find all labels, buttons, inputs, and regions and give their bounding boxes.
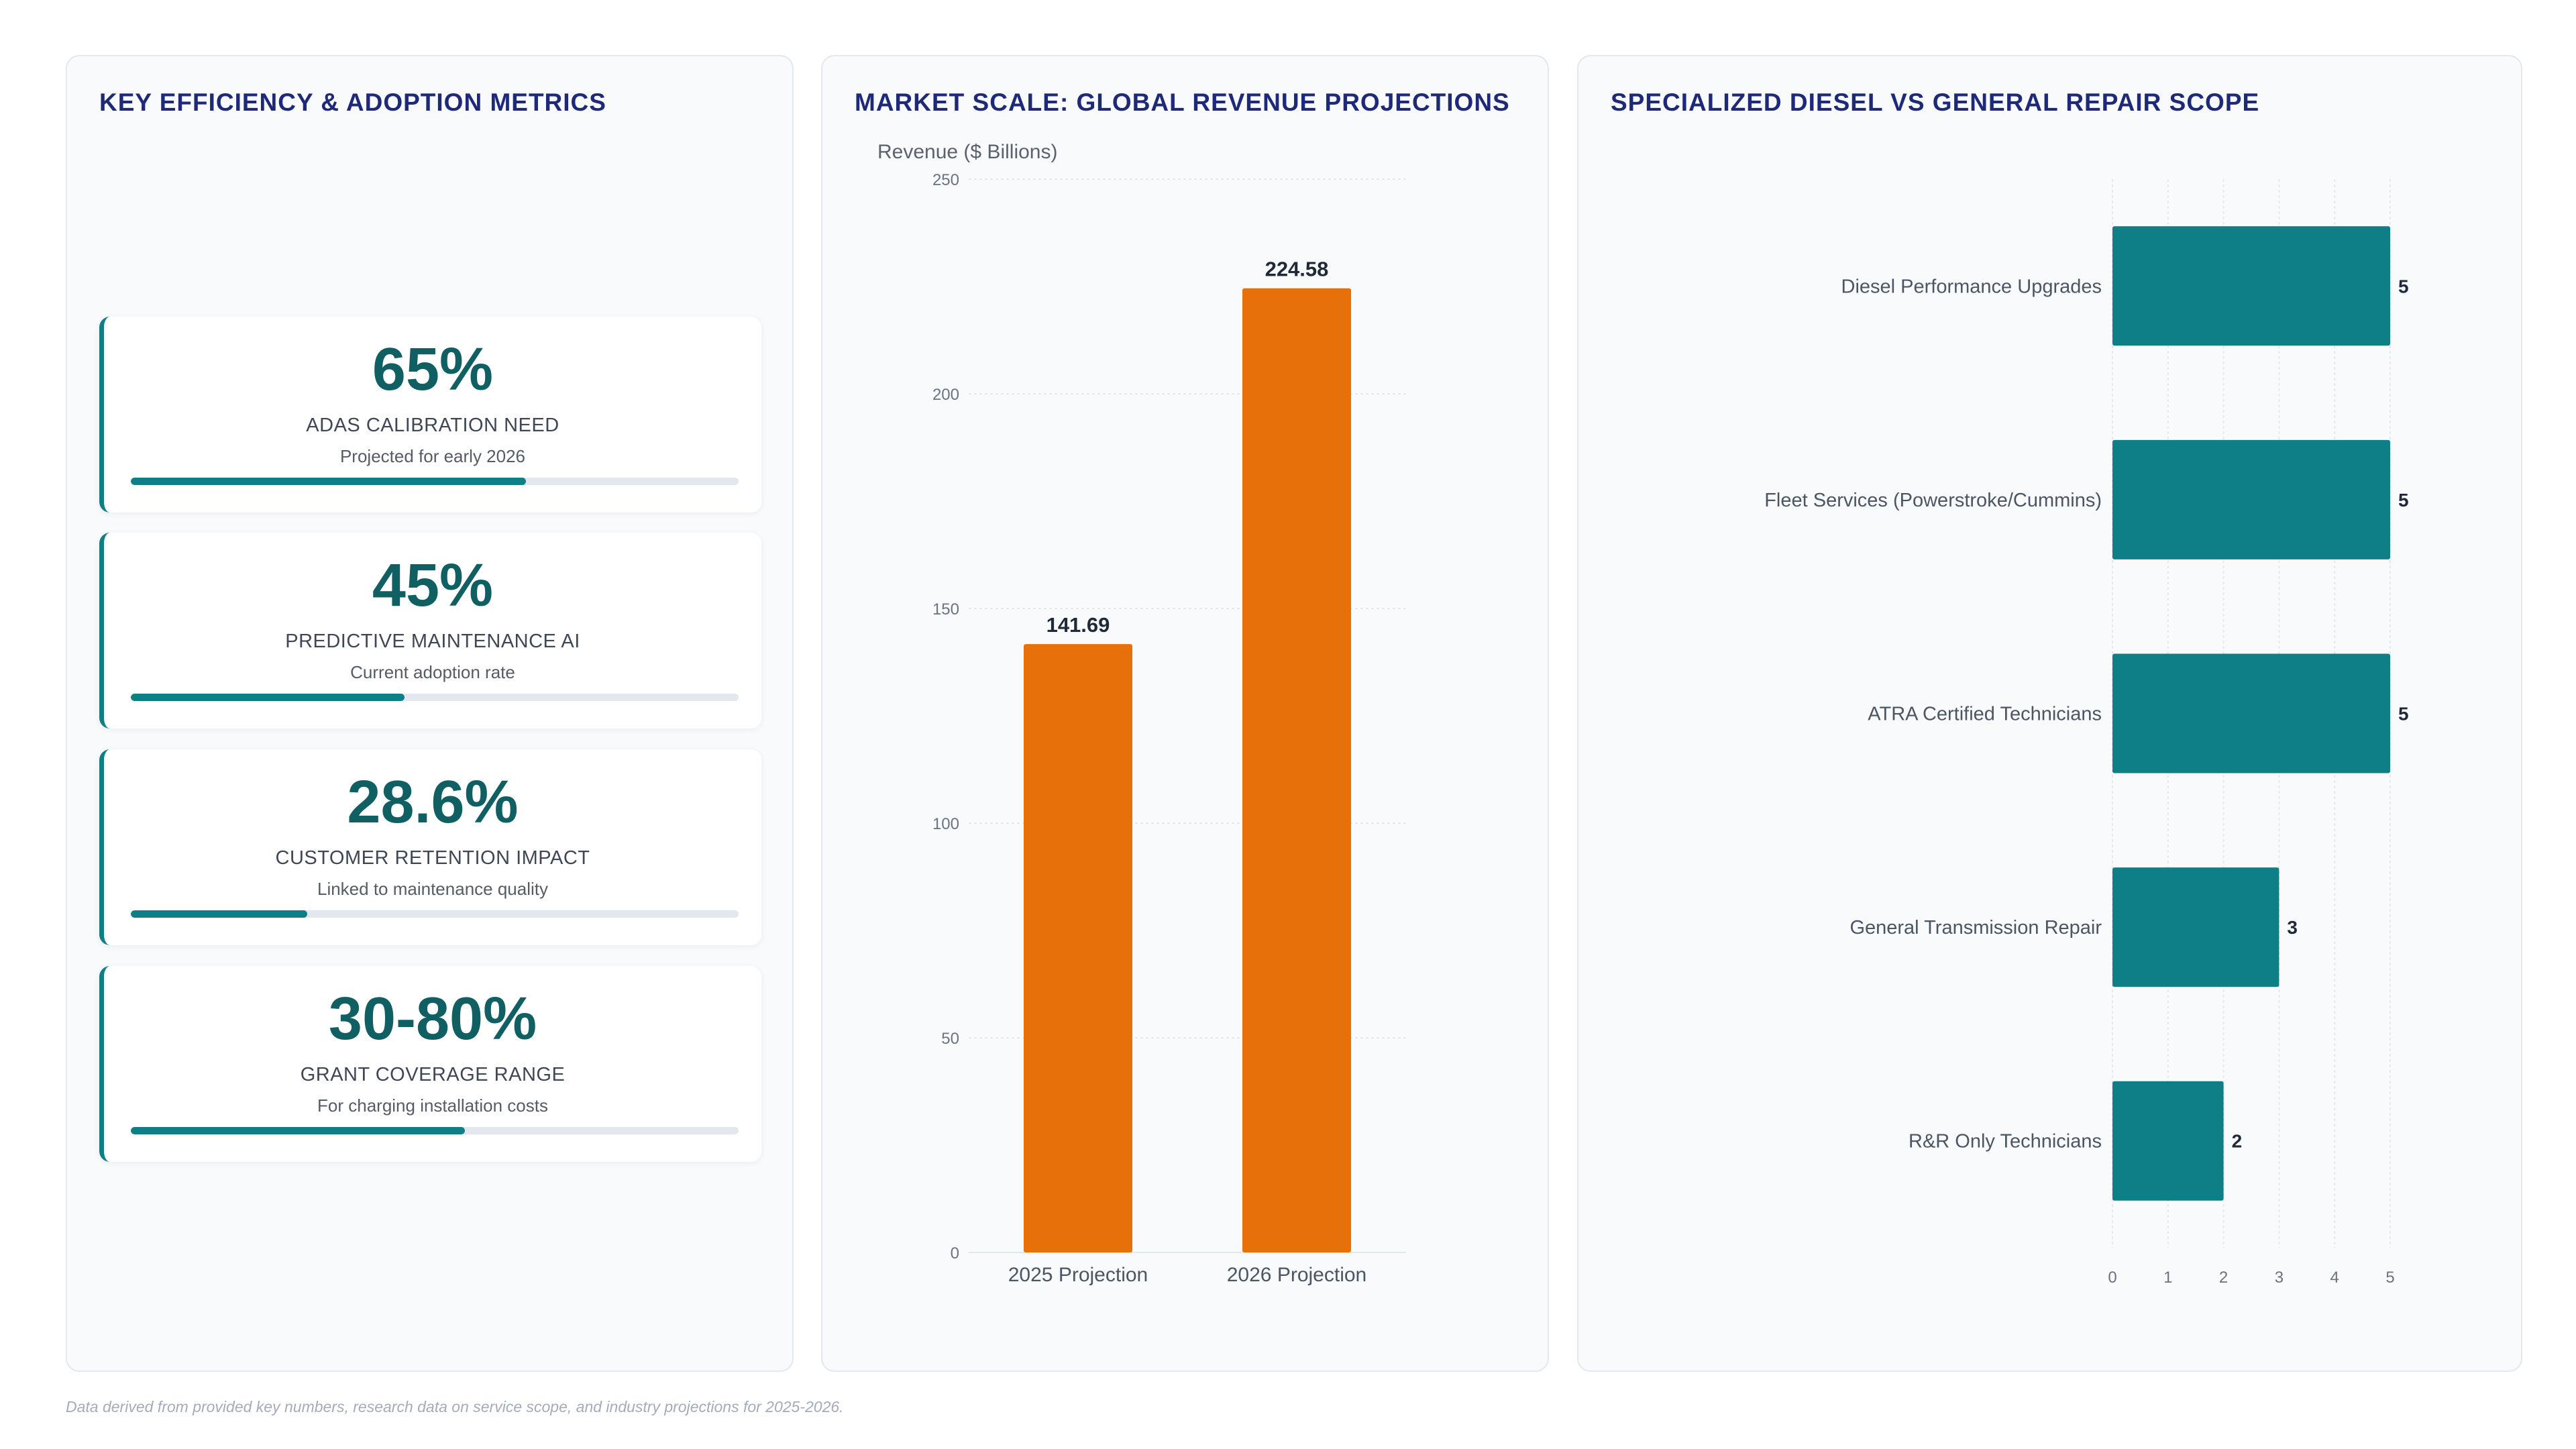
y-tick-label: Fleet Services (Powerstroke/Cummins) [1764,490,2102,511]
y-tick-label: 250 [932,171,959,189]
metric-subtitle: For charging installation costs [317,1095,548,1116]
metric-card-predictive-ai: 45% PREDICTIVE MAINTENANCE AI Current ad… [99,533,761,729]
metric-card-adas: 65% ADAS CALIBRATION NEED Projected for … [99,317,761,513]
revenue-chart: Revenue ($ Billions) 0 50 100 150 200 250 141.6… [877,141,1406,1286]
metric-progress-fill [131,910,307,918]
x-tick-label: 2026 Projection [1227,1264,1366,1286]
scope-bar [2112,653,2390,773]
bar-value-label: 5 [2398,490,2409,511]
metric-label: CUSTOMER RETENTION IMPACT [275,847,590,869]
x-tick-label: 5 [2385,1269,2394,1287]
y-tick-label: General Transmission Repair [1849,917,2102,938]
metric-progress-fill [131,1127,466,1134]
metric-progress-fill [131,478,526,485]
metric-progress-track [131,1127,739,1134]
metric-value: 65% [372,336,494,403]
x-tick-label: 3 [2275,1269,2284,1287]
bar-value-label: 5 [2398,276,2409,297]
scope-bar [2112,867,2279,987]
y-tick-label: 200 [932,386,959,404]
y-axis-label: Revenue ($ Billions) [877,141,1057,163]
x-tick-label: 4 [2330,1269,2339,1287]
y-tick-label: 150 [932,600,959,619]
y-tick-label: 100 [932,815,959,833]
metric-label: ADAS CALIBRATION NEED [306,415,559,436]
metrics-panel: KEY EFFICIENCY & ADOPTION METRICS 65% AD… [66,55,794,1372]
metric-value: 45% [372,552,494,619]
y-tick-label: ATRA Certified Technicians [1868,704,2102,725]
revenue-bar [1024,644,1132,1252]
y-tick-label: Diesel Performance Upgrades [1841,276,2102,297]
metric-value: 28.6% [347,769,519,836]
metric-value: 30-80% [328,985,537,1053]
revenue-panel: MARKET SCALE: GLOBAL REVENUE PROJECTIONS… [821,55,1549,1372]
y-tick-label: R&R Only Technicians [1909,1131,2102,1152]
revenue-chart-title: MARKET SCALE: GLOBAL REVENUE PROJECTIONS [855,89,1510,116]
scope-chart-title: SPECIALIZED DIESEL VS GENERAL REPAIR SCO… [1611,89,2260,116]
metric-progress-track [131,478,739,485]
metric-progress-fill [131,694,405,701]
revenue-bar [1242,288,1351,1252]
metric-card-retention: 28.6% CUSTOMER RETENTION IMPACT Linked t… [99,749,761,945]
bar-value-label: 141.69 [1046,613,1110,637]
scope-chart: 0 1 2 3 4 5 5 Diesel Performance Upgrades 5 Fleet… [1764,179,2409,1287]
footnote: Data derived from provided key numbers, … [66,1398,844,1415]
y-tick-label: 0 [951,1244,959,1263]
x-tick-label: 1 [2163,1269,2172,1287]
metrics-panel-title: KEY EFFICIENCY & ADOPTION METRICS [99,89,606,116]
metric-progress-track [131,910,739,918]
x-tick-label: 2 [2219,1269,2228,1287]
bar-value-label: 2 [2232,1131,2243,1152]
bar-value-label: 3 [2287,917,2298,938]
scope-bar [2112,226,2390,346]
scope-bar [2112,439,2390,559]
x-tick-label: 2025 Projection [1008,1264,1148,1286]
metric-progress-track [131,694,739,701]
bar-value-label: 5 [2398,704,2409,724]
y-tick-label: 50 [941,1030,959,1048]
metric-label: GRANT COVERAGE RANGE [300,1064,566,1085]
scope-panel: SPECIALIZED DIESEL VS GENERAL REPAIR SCO… [1577,55,2522,1372]
metric-label: PREDICTIVE MAINTENANCE AI [285,631,580,652]
scope-bar [2112,1081,2224,1201]
metric-card-grant-coverage: 30-80% GRANT COVERAGE RANGE For charging… [99,966,761,1162]
x-tick-label: 0 [2108,1269,2116,1287]
metric-subtitle: Projected for early 2026 [339,446,526,466]
bar-value-label: 224.58 [1265,258,1329,281]
metric-subtitle: Current adoption rate [350,662,515,682]
metric-subtitle: Linked to maintenance quality [317,879,548,899]
